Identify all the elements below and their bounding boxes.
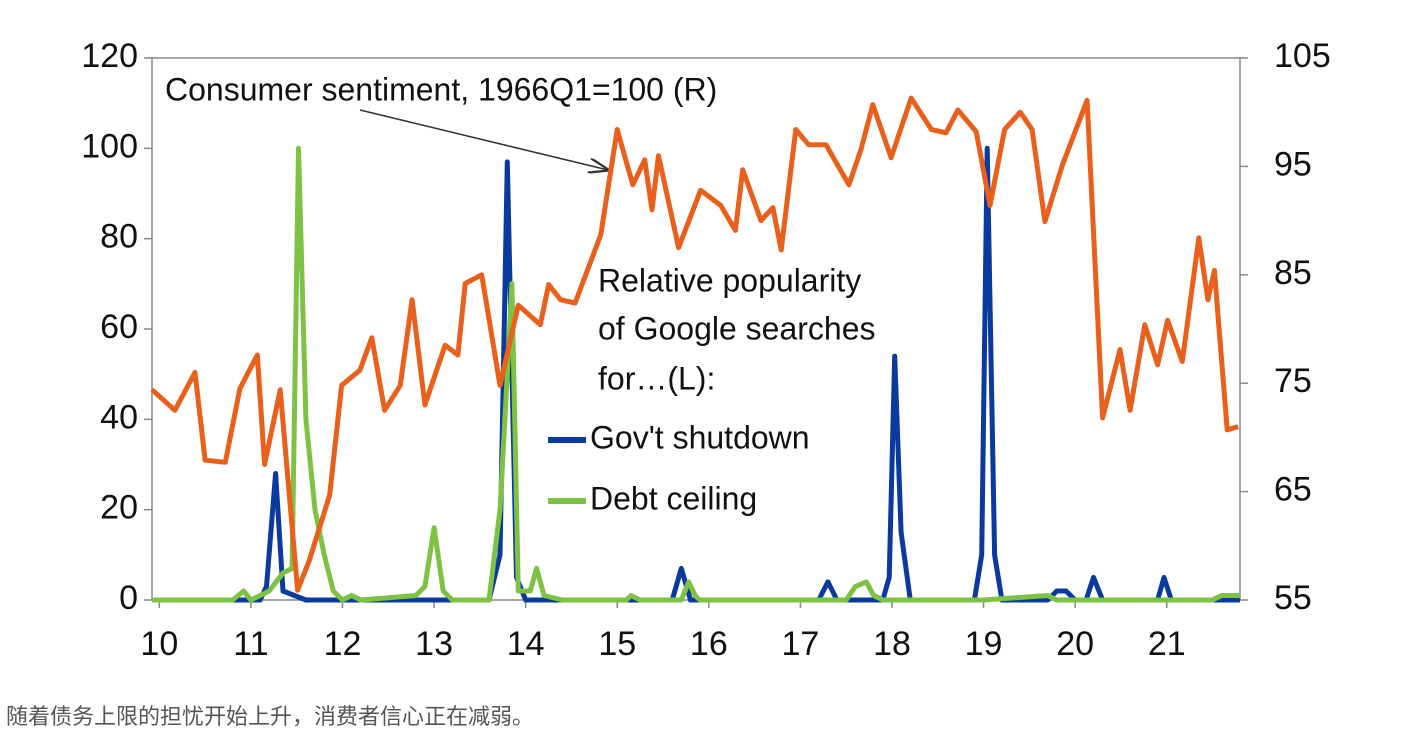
annotation: Consumer sentiment, 1966Q1=100 (R) [165,71,717,107]
x-tick-label: 17 [781,625,819,663]
x-tick-label: 16 [690,625,728,663]
x-tick-label: 19 [965,625,1003,663]
y2-tick-label: 105 [1274,37,1331,75]
y-tick-label: 120 [81,37,138,75]
x-tick-label: 15 [598,625,636,663]
y2-tick-label: 85 [1274,254,1312,292]
legend-label: Debt ceiling [590,480,757,516]
y-tick-label: 100 [81,127,138,165]
series-line [150,95,1239,593]
x-tick-label: 20 [1056,625,1094,663]
x-tick-label: 11 [233,625,268,663]
legend-label: Gov't shutdown [590,419,810,455]
y-tick-label: 40 [100,398,138,436]
annotation: Relative popularity [598,262,861,298]
y2-tick-label: 65 [1274,471,1312,509]
x-tick-label: 21 [1148,625,1186,663]
y2-tick-label: 75 [1274,362,1312,400]
y-tick-label: 0 [119,579,138,617]
x-tick-label: 12 [324,625,362,663]
y-tick-label: 20 [100,489,138,527]
series-line [152,145,1240,603]
x-tick-label: 18 [873,625,911,663]
x-tick-label: 14 [507,625,545,663]
x-tick-label: 10 [140,625,178,663]
y-tick-label: 80 [100,218,138,256]
x-tick-label: 13 [415,625,453,663]
y2-tick-label: 55 [1274,579,1312,617]
annotation: of Google searches [598,310,876,346]
annotation: for…(L): [598,360,715,396]
y2-tick-label: 95 [1274,145,1312,183]
y-tick-label: 60 [100,308,138,346]
caption: 随着债务上限的担忧开始上升，消费者信心正在减弱。 [6,704,534,729]
annotation-arrow [359,109,608,170]
